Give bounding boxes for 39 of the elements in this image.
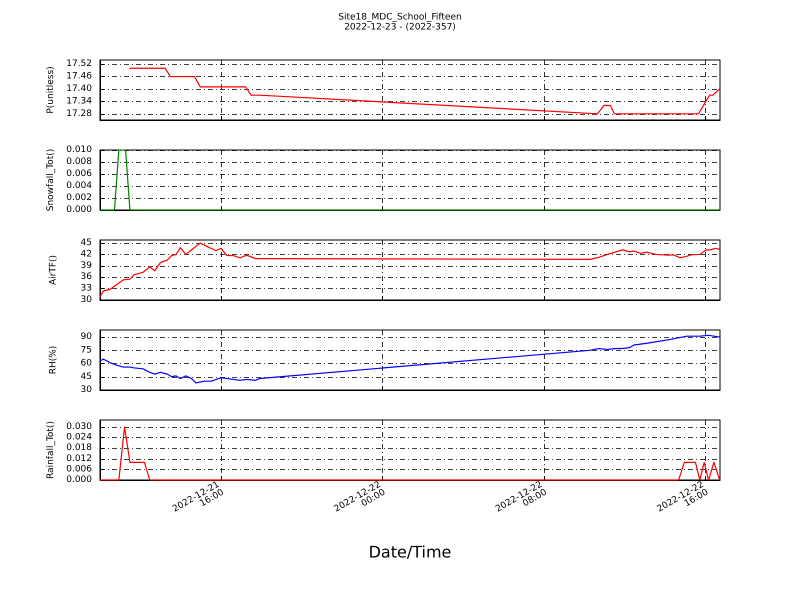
y-tick-label: 90: [80, 332, 92, 342]
y-tick-label: 0.010: [66, 145, 92, 155]
y-tick-label: 30: [80, 385, 92, 395]
y-tick-label: 0.002: [66, 193, 92, 203]
y-tick-label: 17.46: [66, 72, 92, 82]
y-tick-label: 17.34: [66, 96, 92, 106]
y-tick-label: 17.28: [66, 108, 92, 119]
y-tick-label: 0.000: [66, 205, 92, 215]
y-tick-label: 17.52: [66, 59, 92, 70]
y-tick-label: 42: [80, 249, 92, 260]
y-axis-title: Snowfall_Tot(): [46, 148, 56, 212]
y-tick-label: 36: [80, 272, 92, 282]
y-tick-label: 0.004: [66, 181, 92, 191]
chart-title: Site18_MDC_School_Fifteen: [338, 12, 462, 22]
y-tick-label: 30: [80, 295, 92, 305]
line-series: [129, 68, 720, 114]
y-axis-title: P(unitless): [46, 66, 56, 114]
y-tick-label: 0.024: [66, 432, 92, 443]
y-axis-title: Rainfall_Tot(): [46, 421, 56, 479]
line-series: [99, 242, 720, 298]
y-axis-title: AirTF(): [48, 254, 58, 286]
line-series: [99, 334, 720, 384]
y-tick-label: 45: [80, 238, 92, 248]
y-tick-label: 0.008: [66, 157, 92, 167]
y-tick-label: 0.018: [66, 443, 92, 454]
y-tick-label: 17.40: [66, 84, 92, 94]
y-tick-label: 0.012: [66, 454, 92, 464]
y-tick-label: 33: [80, 284, 92, 294]
chart-subtitle: 2022-12-23 - (2022-357): [344, 22, 456, 32]
y-tick-label: 0.000: [66, 475, 92, 485]
y-axis-title: RH(%): [48, 346, 58, 374]
y-tick-label: 39: [80, 260, 92, 271]
y-tick-label: 0.006: [66, 464, 92, 474]
y-tick-label: 0.006: [66, 169, 92, 179]
y-tick-label: 60: [80, 358, 92, 369]
y-tick-label: 0.030: [66, 422, 92, 432]
x-axis-title: Date/Time: [368, 542, 452, 562]
y-tick-label: 45: [80, 372, 92, 382]
y-tick-label: 75: [80, 345, 92, 356]
